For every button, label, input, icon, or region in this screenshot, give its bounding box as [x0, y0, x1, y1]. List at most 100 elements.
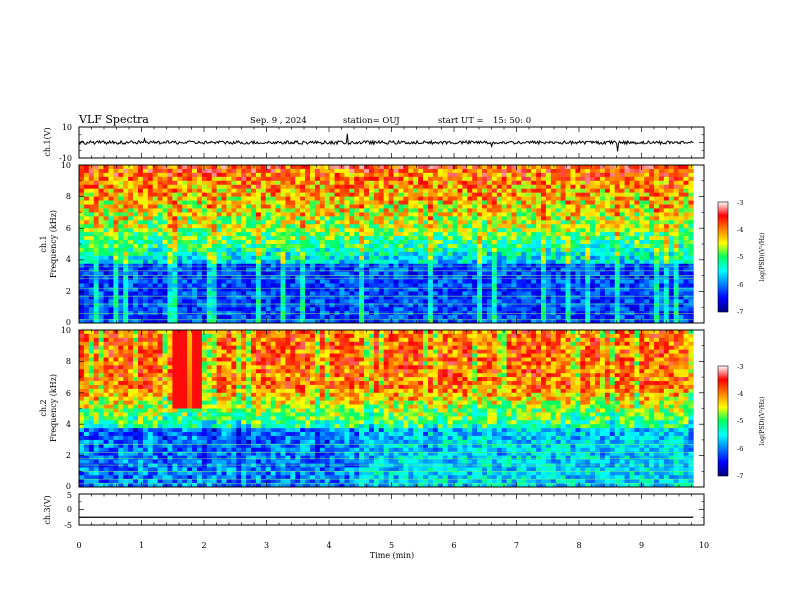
spectrogram-cell [354, 244, 360, 249]
spectrogram-cell [629, 259, 635, 265]
spectrogram-cell [236, 184, 242, 189]
spectrogram-cell [167, 204, 173, 209]
spectrogram-cell [310, 287, 316, 292]
spectrogram-cell [442, 267, 448, 272]
spectrogram-cell [113, 244, 119, 249]
spectrogram-cell [511, 275, 517, 280]
spectrogram-cell [162, 244, 168, 249]
spectrogram-cell [585, 236, 591, 241]
spectrogram-cell [147, 283, 154, 288]
spectrogram-cell [246, 244, 252, 249]
spectrogram-cell [604, 299, 611, 304]
spectrogram-cell [83, 232, 90, 237]
spectrogram-cell [408, 220, 414, 225]
spectrogram-cell [314, 220, 321, 225]
spectrogram-cell [472, 176, 478, 182]
spectrogram-cell [663, 180, 670, 186]
spectrogram-cell [310, 295, 316, 300]
spectrogram-cell [324, 315, 330, 320]
spectrogram-cell [658, 279, 665, 284]
spectrogram-cell [187, 165, 193, 170]
spectrogram-cell [590, 244, 596, 249]
spectrogram-cell [393, 287, 399, 292]
spectrogram-cell [491, 299, 498, 304]
spectrogram-cell [486, 275, 493, 280]
spectrogram-cell [457, 259, 463, 265]
spectrogram-cell [314, 303, 321, 308]
spectrogram-cell [319, 212, 326, 217]
spectrogram-cell [93, 271, 99, 276]
spectrogram-cell [403, 220, 409, 225]
spectrogram-cell [285, 279, 291, 284]
spectrogram-cell [649, 307, 655, 312]
spectrogram-cell [550, 236, 557, 241]
spectrogram-cell [324, 275, 330, 280]
spectrogram-cell [108, 208, 114, 213]
spectrogram-cell [290, 212, 296, 217]
spectrogram-cell [516, 165, 522, 170]
spectrogram-cell [482, 275, 488, 280]
spectrogram-cell [113, 299, 119, 304]
spectrogram-cell [447, 299, 453, 304]
spectrogram-cell [300, 228, 306, 233]
spectrogram-cell [241, 271, 247, 276]
spectrogram-cell [172, 291, 178, 296]
spectrogram-cell [339, 244, 345, 249]
spectrogram-cell [206, 168, 212, 174]
spectrogram-cell [319, 255, 326, 261]
spectrogram-cell [147, 172, 154, 178]
spectrogram-cell [359, 224, 365, 229]
spectrogram-cell [334, 267, 340, 272]
spectrogram-cell [251, 200, 257, 205]
spectrogram-cell [575, 216, 581, 221]
spectrogram-cell [133, 216, 139, 221]
spectrogram-cell [251, 291, 257, 296]
spectrogram-cell [482, 247, 488, 253]
spectrogram-cell [216, 200, 222, 205]
spectrogram-cell [536, 212, 542, 217]
spectrogram-cell [167, 307, 173, 312]
spectrogram-cell [511, 283, 517, 288]
spectrogram-cell [378, 192, 385, 197]
spectrogram-cell [265, 224, 271, 229]
spectrogram-cell [541, 184, 547, 189]
spectrogram-cell [295, 319, 301, 324]
spectrogram-cell [280, 319, 286, 324]
spectrogram-cell [447, 315, 453, 320]
spectrogram-cell [472, 251, 478, 257]
spectrogram-cell [206, 271, 212, 276]
spectrogram-cell [241, 196, 247, 201]
spectrogram-cell [580, 236, 586, 241]
spectrogram-cell [364, 176, 370, 182]
spectrogram-cell [157, 291, 163, 296]
spectrogram-cell [614, 291, 620, 296]
spectrogram-cell [142, 224, 149, 229]
spectrogram-cell [580, 315, 586, 320]
spectrogram-cell [491, 279, 498, 284]
spectrogram-cell [516, 291, 522, 296]
spectrogram-cell [599, 267, 606, 272]
spectrogram-cell [285, 172, 291, 178]
spectrogram-cell [305, 267, 311, 272]
spectrogram-cell [157, 200, 163, 205]
spectrogram-cell [442, 259, 448, 265]
spectrogram-cell [290, 299, 296, 304]
spectrogram-cell [545, 307, 552, 312]
spectrogram-cell [614, 204, 620, 209]
spectrogram-cell [663, 200, 670, 205]
spectrogram-cell [482, 184, 488, 189]
spectrogram-cell [403, 172, 409, 178]
spectrogram-cell [314, 271, 321, 276]
spectrogram-cell [172, 307, 178, 312]
spectrogram-cell [629, 307, 635, 312]
spectrogram-cell [467, 283, 473, 288]
spectrogram-cell [501, 200, 507, 205]
spectrogram-cell [177, 295, 183, 300]
spectrogram-cell [604, 200, 611, 205]
spectrogram-cell [609, 319, 616, 324]
spectrogram-cell [93, 240, 99, 245]
spectrogram-cell [658, 271, 665, 276]
spectrogram-cell [457, 180, 463, 186]
spectrogram-cell [177, 228, 183, 233]
spectrogram-cell [580, 192, 586, 197]
